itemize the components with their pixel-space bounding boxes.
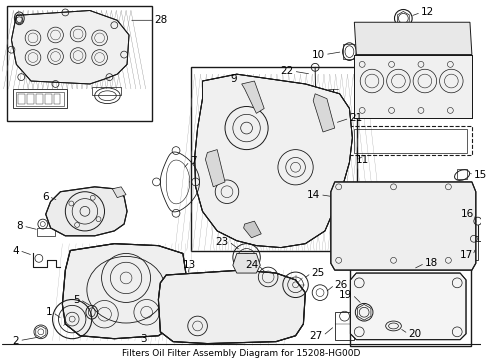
Text: 26: 26: [334, 280, 347, 290]
Bar: [261, 273, 274, 291]
Bar: [190, 67, 357, 252]
Bar: [36, 94, 43, 104]
Bar: [469, 236, 477, 260]
Text: 28: 28: [154, 15, 167, 25]
Bar: [354, 129, 466, 153]
Text: 18: 18: [424, 258, 437, 268]
Bar: [37, 228, 55, 236]
Polygon shape: [194, 74, 352, 248]
Polygon shape: [158, 270, 305, 343]
Text: 12: 12: [420, 8, 433, 17]
Text: 16: 16: [460, 209, 473, 219]
Text: 22: 22: [280, 66, 293, 76]
Polygon shape: [241, 81, 264, 113]
Polygon shape: [312, 94, 334, 132]
Text: 13: 13: [183, 260, 196, 270]
Bar: [350, 265, 470, 346]
Bar: [342, 44, 356, 59]
Text: 23: 23: [215, 237, 228, 247]
Bar: [338, 187, 467, 265]
Text: Filters Oil Filter Assembly Diagram for 15208-HG00D: Filters Oil Filter Assembly Diagram for …: [122, 350, 360, 359]
Text: 3: 3: [140, 334, 147, 344]
Text: 27: 27: [309, 331, 323, 341]
Bar: [45, 94, 52, 104]
Polygon shape: [205, 150, 224, 187]
Polygon shape: [62, 244, 185, 339]
Text: 10: 10: [311, 50, 325, 59]
Text: 4: 4: [13, 246, 19, 256]
Bar: [342, 192, 364, 221]
Text: 11: 11: [356, 156, 369, 165]
Text: 24: 24: [244, 260, 258, 270]
Bar: [54, 94, 61, 104]
Text: 9: 9: [230, 74, 237, 84]
Text: 19: 19: [339, 289, 352, 300]
Text: 20: 20: [407, 329, 421, 339]
Polygon shape: [354, 22, 471, 55]
Text: 1: 1: [46, 307, 53, 317]
Text: 2: 2: [13, 336, 19, 346]
Text: 21: 21: [349, 113, 362, 123]
Bar: [6, 6, 151, 121]
Bar: [92, 87, 121, 95]
Text: 25: 25: [310, 268, 324, 278]
Text: 14: 14: [306, 190, 319, 200]
Polygon shape: [243, 221, 261, 238]
Bar: [13, 89, 67, 108]
Polygon shape: [46, 187, 127, 236]
Polygon shape: [350, 273, 465, 340]
Text: 6: 6: [42, 192, 49, 202]
Polygon shape: [354, 55, 471, 118]
Polygon shape: [112, 187, 126, 198]
Text: 7: 7: [189, 156, 196, 166]
Bar: [18, 94, 25, 104]
Text: 8: 8: [17, 221, 23, 231]
Text: 15: 15: [473, 170, 486, 180]
Bar: [349, 126, 471, 156]
Polygon shape: [232, 253, 260, 273]
Bar: [456, 169, 466, 179]
Bar: [334, 312, 354, 340]
Polygon shape: [11, 10, 129, 84]
Text: 17: 17: [459, 251, 472, 260]
Bar: [424, 192, 446, 221]
Bar: [27, 94, 34, 104]
Bar: [369, 192, 391, 221]
Polygon shape: [330, 182, 475, 270]
Text: 5: 5: [73, 294, 80, 305]
Bar: [397, 192, 418, 221]
Bar: [16, 92, 64, 105]
